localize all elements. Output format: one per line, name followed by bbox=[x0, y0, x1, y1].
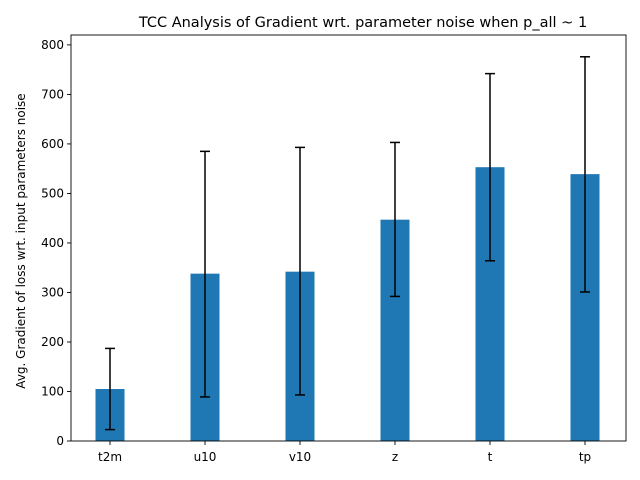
y-tick-label-100: 100 bbox=[41, 384, 64, 398]
y-tick-label-700: 700 bbox=[41, 87, 64, 101]
axes-frame bbox=[70, 34, 627, 442]
x-tick-label-tp: tp bbox=[579, 450, 591, 464]
y-tick-label-500: 500 bbox=[41, 186, 64, 200]
y-tick-label-200: 200 bbox=[41, 335, 64, 349]
x-tick-label-v10: v10 bbox=[289, 450, 311, 464]
x-tick-label-u10: u10 bbox=[194, 450, 217, 464]
y-tick-label-800: 800 bbox=[41, 38, 64, 52]
y-tick-label-400: 400 bbox=[41, 236, 64, 250]
x-tick-label-z: z bbox=[392, 450, 398, 464]
y-axis-label: Avg. Gradient of loss wrt. input paramet… bbox=[14, 93, 28, 388]
x-tick-label-t: t bbox=[488, 450, 493, 464]
y-tick-label-300: 300 bbox=[41, 285, 64, 299]
chart-title: TCC Analysis of Gradient wrt. parameter … bbox=[138, 15, 587, 31]
y-tick-label-600: 600 bbox=[41, 137, 64, 151]
y-tick-label-0: 0 bbox=[56, 434, 64, 448]
plot-area: 0 100 200 300 400 500 600 700 800 t2m u10 v10 z t tp bbox=[41, 34, 627, 464]
x-tick-label-t2m: t2m bbox=[98, 450, 122, 464]
